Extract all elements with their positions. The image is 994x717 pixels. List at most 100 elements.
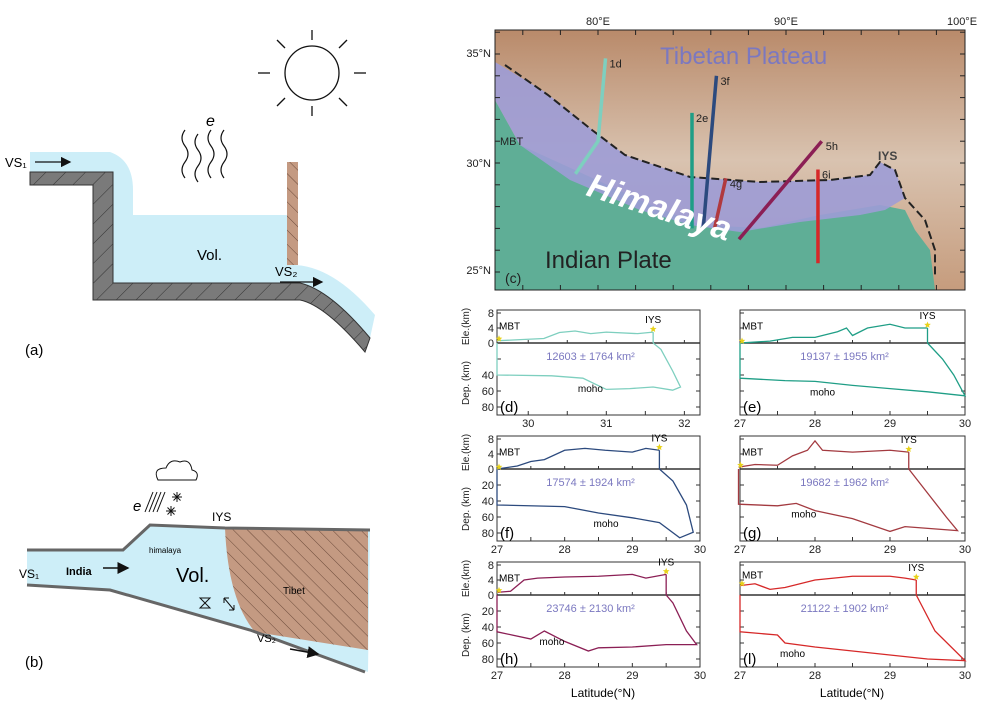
mbt-marker-icon	[495, 335, 503, 342]
iys-marker-icon	[912, 573, 920, 580]
area-label: 17574 ± 1924 km²	[546, 477, 635, 489]
vol-label: Vol.	[176, 565, 209, 587]
panel-a: VS₁ VS₂ Vol. e (a)	[5, 30, 375, 359]
x-tick-label: 28	[809, 544, 821, 556]
y-tick-label: 0	[488, 464, 494, 476]
profile-label: 2e	[696, 113, 708, 125]
panel-label: (h)	[500, 651, 518, 668]
lat-tick: 30°N	[466, 158, 491, 170]
iys-label: IYS	[212, 510, 231, 524]
indian-plain-area	[495, 100, 935, 290]
water-body	[30, 152, 375, 338]
iys-label: IYS	[901, 435, 917, 446]
moho-label: moho	[539, 637, 564, 648]
moho-label: moho	[791, 509, 816, 520]
moho-label: moho	[780, 649, 805, 660]
elevation-line	[738, 439, 909, 468]
x-tick-label: 27	[491, 544, 503, 556]
iys-marker-icon	[649, 325, 657, 332]
moho-boundary-line	[739, 594, 967, 662]
lon-tick: 90°E	[774, 16, 798, 28]
himalaya-label: himalaya	[149, 546, 182, 555]
panel-label: (l)	[743, 651, 756, 668]
vs1-label: VS₁	[5, 155, 27, 170]
vs2-label: VS₂	[275, 264, 297, 279]
cloud-icon	[155, 460, 198, 481]
y-tick-label: 60	[482, 638, 494, 650]
elevation-line	[496, 573, 667, 594]
mbt-marker-icon	[495, 463, 503, 470]
moho-boundary-line	[496, 468, 694, 539]
dep-axis-label: Dep. (km)	[461, 361, 472, 405]
profile-panel-g: 27 28 29 30 IYS MBT 19682 ± 1962 km² moho (g)	[734, 435, 971, 556]
y-tick-label: 4	[488, 575, 494, 587]
profile-panel-l: 27 28 29 30 IYS MBT 21122 ± 1902 km² moho (l)	[734, 561, 971, 682]
moho-boundary-line	[496, 594, 698, 652]
x-tick-label: 30	[694, 670, 706, 682]
y-tick-label: 8	[488, 308, 494, 320]
profile-label: 1d	[610, 58, 622, 70]
panel-label: (c)	[505, 270, 521, 286]
y-tick-label: 4	[488, 449, 494, 461]
map-panel: 1d 2e 3f 4g 5h 6i 80°E 90°E 100°E 35°N 30°N 2…	[466, 16, 977, 291]
evaporation-wave-icon	[181, 129, 228, 183]
rotation-icon	[223, 597, 235, 611]
x-tick-label: 27	[491, 670, 503, 682]
flow-arrow-icon	[289, 646, 320, 659]
x-tick-label: 30	[959, 418, 971, 430]
ele-axis-label: Ele.(km)	[461, 434, 472, 471]
x-tick-label: 27	[734, 544, 746, 556]
dep-axis-label: Dep. (km)	[461, 613, 472, 657]
panel-label: (d)	[500, 399, 518, 416]
x-tick-label: 28	[809, 670, 821, 682]
snow-icon	[166, 506, 176, 516]
lat-tick: 25°N	[466, 265, 491, 277]
iys-label: IYS	[651, 433, 667, 444]
y-tick-label: 80	[482, 528, 494, 540]
mbt-marker-icon	[495, 586, 503, 594]
profile-label: 4g	[730, 178, 742, 190]
y-tick-label: 40	[482, 496, 494, 508]
moho-boundary-line	[737, 468, 959, 533]
y-tick-label: 80	[482, 402, 494, 414]
y-tick-label: 0	[488, 590, 494, 602]
moho-boundary-line	[496, 342, 682, 391]
dep-axis-label: Dep. (km)	[461, 487, 472, 531]
iys-marker-icon	[924, 321, 931, 328]
elevation-line	[739, 323, 928, 344]
x-tick-label: 28	[559, 670, 571, 682]
iys-label: IYS	[908, 563, 924, 574]
ele-axis-label: Ele.(km)	[461, 308, 472, 345]
dam-wall	[287, 162, 298, 265]
mbt-label: MBT	[742, 322, 763, 333]
profile-label: 3f	[720, 76, 730, 88]
area-label: 12603 ± 1764 km²	[546, 351, 635, 363]
map-profiles: 1d 2e 3f 4g 5h 6i	[573, 58, 838, 264]
moho-label: moho	[594, 519, 619, 530]
y-tick-label: 60	[482, 386, 494, 398]
panel-label: (b)	[25, 654, 43, 671]
mbt-marker-icon	[737, 461, 744, 468]
moho-label: moho	[578, 384, 603, 395]
panel-label: (a)	[25, 342, 43, 359]
iys-label: IYS	[919, 311, 935, 322]
tibet-label: Tibet	[283, 586, 305, 597]
mbt-label: MBT	[499, 448, 520, 459]
x-tick-label: 30	[522, 418, 534, 430]
y-tick-label: 40	[482, 370, 494, 382]
panel-label: (f)	[500, 525, 514, 542]
y-tick-label: 40	[482, 622, 494, 634]
iys-marker-icon	[905, 445, 913, 452]
india-label: India	[66, 566, 93, 578]
rock-wall	[29, 171, 371, 353]
x-tick-label: 30	[694, 544, 706, 556]
area-label: 19137 ± 1955 km²	[800, 351, 889, 363]
x-tick-label: 29	[884, 544, 896, 556]
tibetan-plateau-label: Tibetan Plateau	[660, 43, 827, 70]
x-tick-label: 28	[809, 418, 821, 430]
lon-tick: 100°E	[947, 16, 977, 28]
